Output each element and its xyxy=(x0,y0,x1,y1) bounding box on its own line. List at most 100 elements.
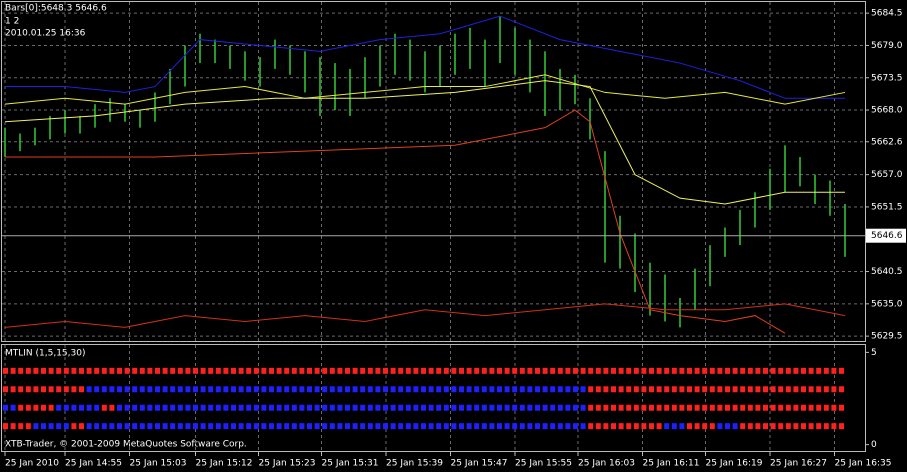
signal-dot xyxy=(360,386,366,393)
signal-dot xyxy=(580,367,586,374)
signal-dot xyxy=(48,423,54,430)
signal-dot xyxy=(527,386,533,393)
signal-dot xyxy=(793,386,799,393)
signal-dot xyxy=(595,386,601,393)
signal-dot xyxy=(375,404,381,411)
signal-dot xyxy=(329,423,335,430)
signal-dot xyxy=(497,423,502,430)
signal-dot xyxy=(679,367,685,374)
signal-dot xyxy=(793,423,799,430)
signal-dot xyxy=(595,423,601,430)
y-tick-label: 5662.6 xyxy=(871,137,903,147)
info-line: 2010.01.25 16:36 xyxy=(5,29,86,39)
signal-dot xyxy=(314,367,320,374)
signal-dot xyxy=(679,386,685,393)
current-price-box xyxy=(866,228,906,243)
signal-dot xyxy=(253,404,259,411)
signal-dot xyxy=(101,404,107,411)
signal-dot xyxy=(831,367,837,374)
signal-dot xyxy=(383,386,388,393)
signal-dot xyxy=(375,423,381,430)
signal-dot xyxy=(763,367,768,374)
signal-dot xyxy=(459,367,464,374)
signal-dot xyxy=(611,386,616,393)
signal-dot xyxy=(124,423,130,430)
signal-dot xyxy=(618,386,624,393)
signal-dot xyxy=(770,404,776,411)
signal-dot xyxy=(185,423,191,430)
signal-dot xyxy=(725,367,730,374)
signal-dot xyxy=(269,423,274,430)
signal-dot xyxy=(253,386,259,393)
signal-dot xyxy=(717,367,723,374)
signal-dot xyxy=(702,386,708,393)
y-tick-label: 5668.0 xyxy=(871,106,903,116)
signal-dot xyxy=(443,404,449,411)
indicator-line xyxy=(4,80,845,205)
signal-dot xyxy=(671,423,677,430)
signal-dot xyxy=(269,386,274,393)
signal-dot xyxy=(481,367,487,374)
y-tick-label: 5679.0 xyxy=(871,41,903,51)
signal-dot xyxy=(694,367,700,374)
signal-dot xyxy=(322,423,328,430)
signal-dot xyxy=(459,423,464,430)
signal-dot xyxy=(740,423,746,430)
signal-dot xyxy=(329,404,335,411)
signal-dot xyxy=(474,367,480,374)
signal-dot xyxy=(147,367,153,374)
signal-dot xyxy=(573,386,578,393)
signal-dot xyxy=(489,386,495,393)
signal-dot xyxy=(117,423,122,430)
signal-dot xyxy=(162,386,168,393)
signal-dot xyxy=(428,423,434,430)
signal-dot xyxy=(276,386,282,393)
signal-dot xyxy=(747,423,753,430)
signal-dot xyxy=(831,404,837,411)
signal-dot xyxy=(709,404,715,411)
signal-dot xyxy=(383,404,388,411)
signal-dot xyxy=(504,386,510,393)
signal-dot xyxy=(694,423,700,430)
signal-dot xyxy=(694,404,700,411)
signal-dot xyxy=(588,386,594,393)
indicator-line xyxy=(5,109,786,334)
y-tick-label: 5684.5 xyxy=(871,9,903,19)
signal-dot xyxy=(117,386,122,393)
signal-dot xyxy=(747,404,753,411)
signal-dot xyxy=(25,367,31,374)
x-tick-label: 25 Jan 15:31 xyxy=(322,459,379,469)
signal-dot xyxy=(557,367,563,374)
signal-dot xyxy=(732,423,738,430)
signal-dot xyxy=(618,423,624,430)
signal-dot xyxy=(580,386,586,393)
signal-dot xyxy=(360,404,366,411)
signal-dot xyxy=(352,367,358,374)
y-tick-label: 5657.0 xyxy=(871,170,903,180)
signal-dot xyxy=(170,404,176,411)
signal-dot xyxy=(747,386,753,393)
signal-dot xyxy=(421,367,426,374)
signal-dot xyxy=(223,367,229,374)
signal-dot xyxy=(86,386,92,393)
signal-dot xyxy=(839,386,844,393)
signal-dot xyxy=(10,404,16,411)
signal-dot xyxy=(276,404,282,411)
signal-dot xyxy=(223,423,229,430)
signal-dot xyxy=(170,386,176,393)
signal-dot xyxy=(664,386,670,393)
signal-dot xyxy=(56,386,62,393)
signal-dot xyxy=(588,367,594,374)
signal-dot xyxy=(557,423,563,430)
signal-dot xyxy=(557,386,563,393)
signal-dot xyxy=(580,423,586,430)
signal-dot xyxy=(428,367,434,374)
signal-dot xyxy=(269,404,274,411)
signal-dot xyxy=(421,404,426,411)
signal-dot xyxy=(132,386,138,393)
signal-dot xyxy=(329,367,335,374)
signal-dot xyxy=(778,423,784,430)
signal-dot xyxy=(109,423,115,430)
signal-dot xyxy=(550,367,556,374)
signal-dot xyxy=(725,404,730,411)
